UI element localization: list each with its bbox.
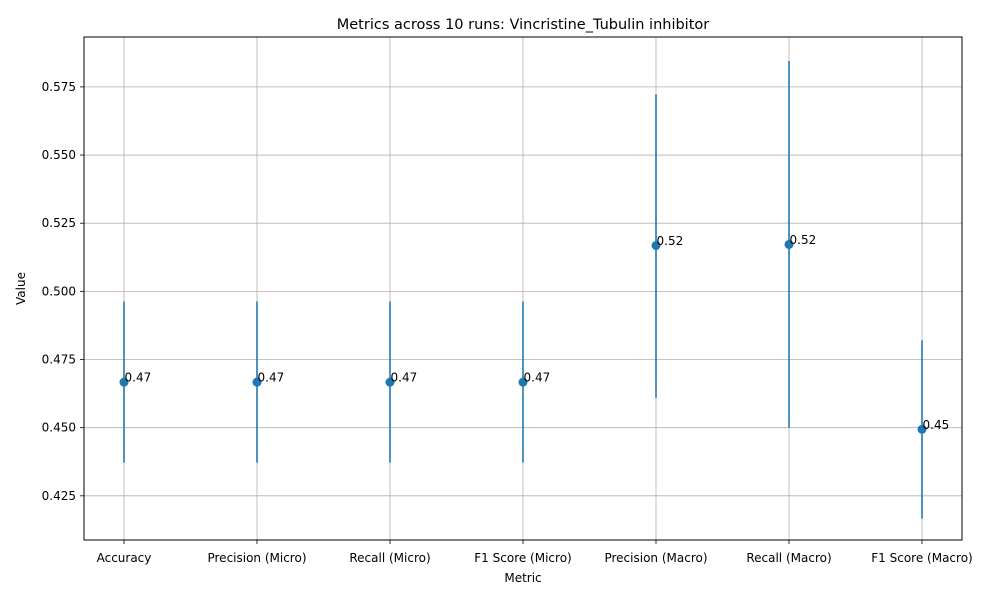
x-axis-title: Metric bbox=[504, 571, 541, 585]
data-label: 0.47 bbox=[258, 371, 285, 385]
x-tick-label: Accuracy bbox=[97, 551, 152, 565]
data-label: 0.47 bbox=[125, 371, 152, 385]
data-point bbox=[385, 377, 395, 387]
data-point bbox=[784, 239, 794, 249]
y-tick-label: 0.500 bbox=[42, 284, 76, 298]
data-points bbox=[119, 239, 927, 434]
data-point bbox=[252, 377, 262, 387]
y-tick-label: 0.550 bbox=[42, 148, 76, 162]
y-tick-label: 0.425 bbox=[42, 489, 76, 503]
data-point bbox=[651, 241, 661, 251]
x-tick-label: Recall (Macro) bbox=[746, 551, 831, 565]
data-point bbox=[119, 377, 129, 387]
y-tick-label: 0.450 bbox=[42, 421, 76, 435]
data-label: 0.47 bbox=[391, 371, 418, 385]
y-tick-label: 0.575 bbox=[42, 80, 76, 94]
data-labels: 0.47 0.47 0.47 0.47 0.52 0.52 0.45 bbox=[125, 233, 950, 432]
y-tick-label: 0.525 bbox=[42, 216, 76, 230]
x-tick-label: F1 Score (Micro) bbox=[474, 551, 571, 565]
data-label: 0.52 bbox=[790, 233, 817, 247]
y-axis-ticks: 0.425 0.450 0.475 0.500 0.525 0.550 0.575 bbox=[42, 80, 84, 503]
y-tick-label: 0.475 bbox=[42, 353, 76, 367]
data-label: 0.52 bbox=[657, 234, 684, 248]
x-tick-label: Recall (Micro) bbox=[349, 551, 430, 565]
x-tick-label: Precision (Macro) bbox=[604, 551, 707, 565]
x-tick-label: Precision (Micro) bbox=[207, 551, 306, 565]
data-point bbox=[917, 424, 927, 434]
data-point bbox=[518, 377, 528, 387]
data-label: 0.45 bbox=[923, 418, 950, 432]
chart-title: Metrics across 10 runs: Vincristine_Tubu… bbox=[337, 17, 710, 33]
x-tick-label: F1 Score (Macro) bbox=[871, 551, 972, 565]
x-axis-ticks: Accuracy Precision (Micro) Recall (Micro) F… bbox=[97, 540, 973, 565]
data-label: 0.47 bbox=[524, 371, 551, 385]
y-axis-title: Value bbox=[14, 272, 28, 305]
